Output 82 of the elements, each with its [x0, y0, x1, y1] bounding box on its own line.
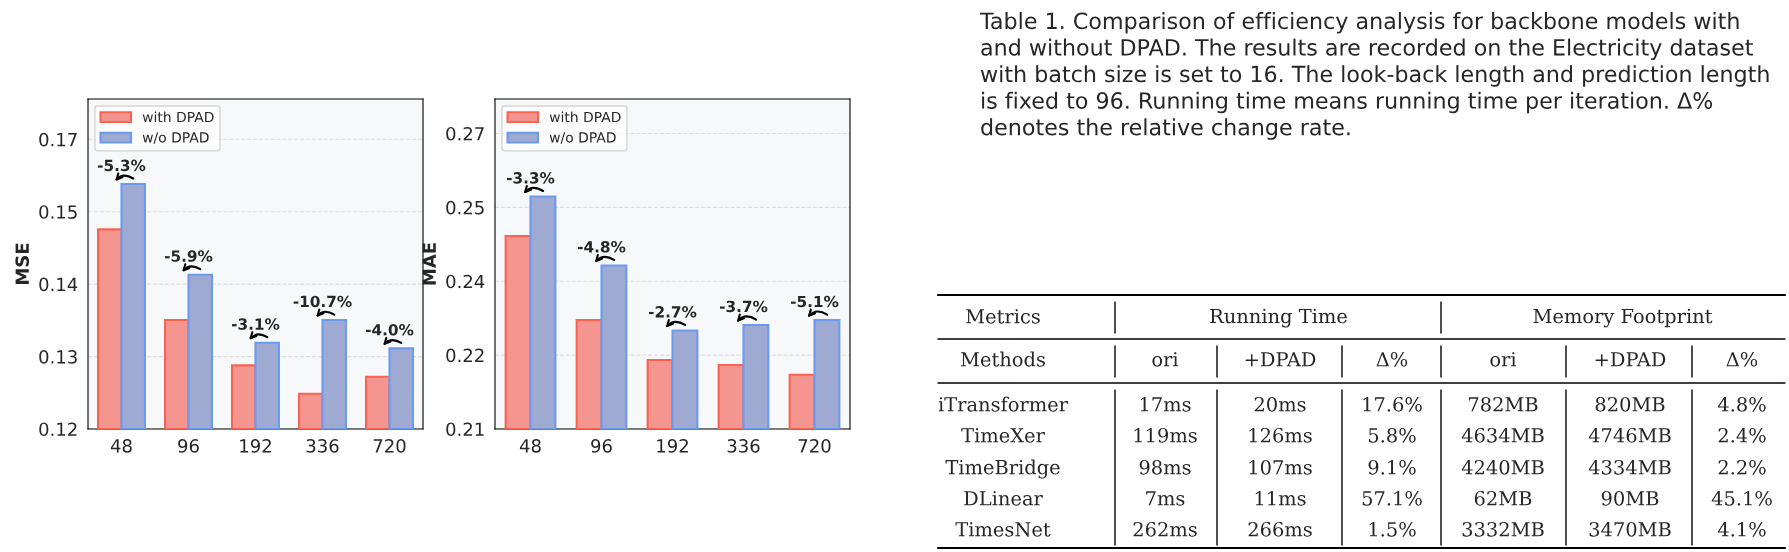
y-tick-label: 0.12	[39, 422, 77, 437]
x-tick-label: 720	[373, 439, 406, 453]
text: 782MB	[1468, 396, 1538, 412]
text: 98ms	[1139, 459, 1191, 475]
category-label: +DPAD	[1245, 352, 1316, 367]
x-tick-label: 48	[519, 439, 541, 453]
text: 9.1%	[1368, 459, 1416, 475]
y-tick-label: 0.14	[39, 277, 78, 292]
x-tick-label: 192	[240, 439, 271, 453]
category-label: TimeXer	[961, 428, 1045, 443]
text: 17.6%	[1363, 396, 1422, 412]
category-label: TimeBridge	[945, 459, 1060, 479]
text: 2.2%	[1718, 459, 1766, 475]
annotation: -3.1%	[231, 318, 280, 330]
text: 4.8%	[1717, 396, 1766, 412]
y-tick-label: 0.21	[446, 422, 484, 437]
annotation: -5.9%	[164, 250, 213, 262]
text: 262ms	[1133, 521, 1197, 537]
text: 90MB	[1601, 490, 1659, 506]
x-tick-label: 48	[110, 439, 132, 453]
text: Running Time	[1210, 308, 1347, 328]
text: 266ms	[1248, 521, 1312, 537]
y-axis-title: MAE	[422, 243, 436, 285]
x-tick-label: 96	[178, 439, 199, 453]
y-tick-label: 0.13	[39, 350, 77, 364]
y-tick-label: 0.15	[39, 205, 77, 219]
text: 4746MB	[1588, 427, 1671, 443]
y-tick-label: 0.17	[39, 132, 77, 147]
text: 1.5%	[1369, 521, 1416, 537]
text: 2.4%	[1718, 427, 1766, 443]
text: 11ms	[1255, 490, 1306, 506]
category-label: ori	[1490, 352, 1517, 367]
category-label: TimesNet	[955, 522, 1051, 537]
x-tick-label: 192	[657, 439, 688, 453]
legend-label: with DPAD	[142, 111, 214, 123]
y-tick-label: 0.25	[446, 200, 484, 215]
annotation: -4.8%	[577, 241, 626, 253]
text: Metrics	[966, 309, 1040, 324]
text: 4334MB	[1588, 459, 1671, 475]
annotation: -5.3%	[97, 159, 146, 172]
x-tick-label: 336	[306, 439, 339, 453]
y-tick-label: 0.24	[446, 274, 485, 289]
legend-label: with DPAD	[549, 111, 621, 123]
text: 126ms	[1249, 427, 1312, 443]
text: 62MB	[1474, 490, 1532, 506]
annotation: -5.1%	[790, 295, 839, 308]
annotation: -10.7%	[293, 295, 352, 308]
text: Memory Footprint	[1533, 308, 1713, 328]
text: 4240MB	[1461, 459, 1544, 475]
annotation: -2.7%	[648, 306, 697, 318]
category-label: +DPAD	[1595, 352, 1666, 367]
y-tick-label: 0.22	[446, 348, 484, 363]
x-tick-label: 336	[727, 439, 760, 453]
category-label: DLinear	[964, 491, 1043, 506]
category-label: iTransformer	[938, 396, 1069, 412]
text: 4.1%	[1717, 521, 1766, 537]
text: 5.8%	[1368, 427, 1416, 443]
legend-label: w/o DPAD	[549, 132, 616, 144]
text: 7ms	[1146, 491, 1185, 506]
y-tick-label: 0.27	[446, 126, 484, 141]
x-tick-label: 96	[591, 439, 612, 453]
annotation: -3.7%	[719, 300, 768, 313]
text: 57.1%	[1362, 490, 1422, 506]
annotation: -3.3%	[506, 172, 555, 184]
text: 3332MB	[1462, 521, 1544, 537]
x-tick-label: 720	[798, 439, 831, 453]
text: 45.1%	[1711, 490, 1772, 506]
text: 107ms	[1249, 459, 1312, 475]
text: 20ms	[1254, 396, 1306, 412]
category-label: Methods	[961, 351, 1045, 367]
text: 3470MB	[1589, 521, 1671, 537]
legend-label: w/o DPAD	[142, 132, 209, 144]
category-label: Δ%	[1726, 351, 1758, 367]
text: 17ms	[1140, 396, 1191, 412]
annotation: -4.0%	[365, 323, 414, 336]
category-label: Δ%	[1376, 351, 1408, 367]
category-label: ori	[1152, 352, 1179, 367]
caption: Table 1. Comparison of efficiency analysis for backbone models with and without DPAD. The results are recorded on the Electricity dataset with batch size is set to 16. The look-back length and prediction length is fixed to 96. Running time means running time per iteration. Δ% denotes the relative change rate.	[979, 12, 1769, 140]
text: 4634MB	[1461, 427, 1544, 443]
text: 119ms	[1134, 427, 1197, 443]
text: 820MB	[1595, 396, 1665, 412]
y-axis-title: MSE	[15, 243, 30, 284]
